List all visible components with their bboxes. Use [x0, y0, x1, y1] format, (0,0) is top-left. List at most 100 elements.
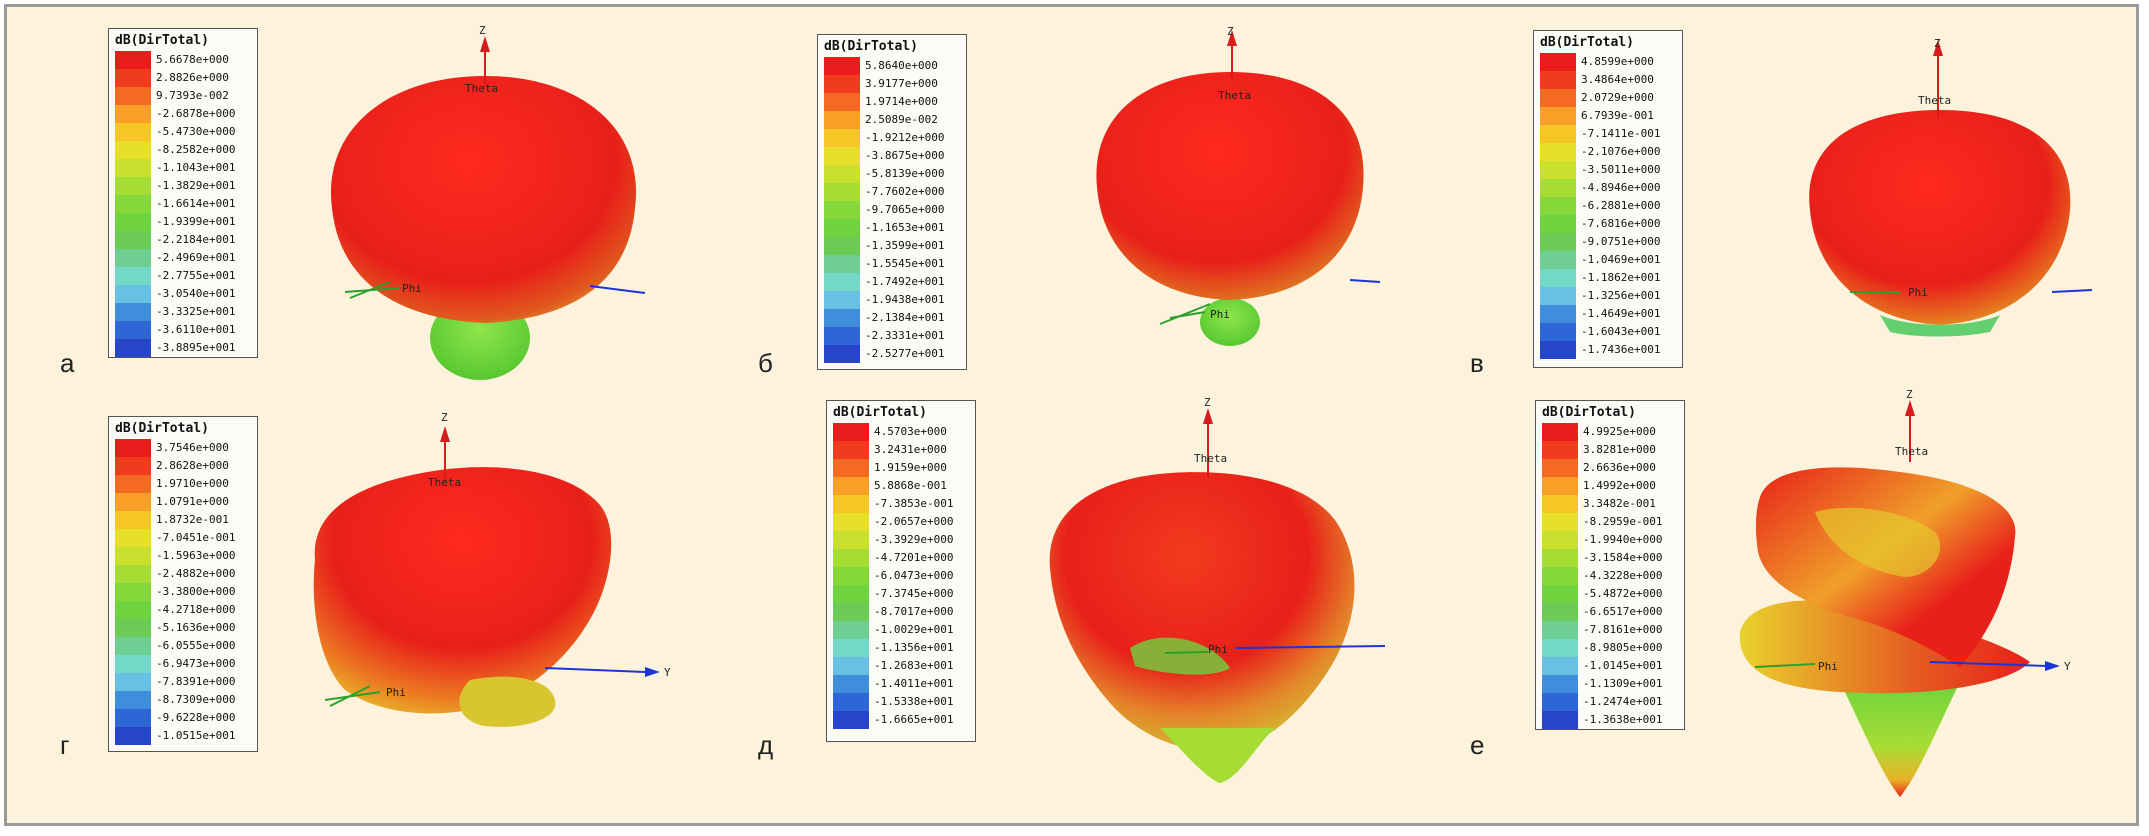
legend-tick-label: -1.9940e+000 — [1583, 533, 1663, 546]
legend-tick-label: -6.0473e+000 — [874, 569, 954, 582]
legend-swatch — [824, 57, 860, 75]
legend-swatch — [1542, 603, 1578, 621]
panel-label-c: в — [1470, 348, 1484, 378]
legend-tick-label: -1.6614e+001 — [156, 197, 236, 210]
legend-tick-label: -5.1636e+000 — [156, 621, 236, 634]
legend-tick-label: -1.7436e+001 — [1581, 343, 1661, 356]
theta-label: Theta — [428, 476, 461, 489]
phi-label: Phi — [402, 282, 422, 295]
legend-swatch — [1540, 161, 1576, 179]
legend-tick-label: -3.6110e+001 — [156, 323, 236, 336]
legend-swatch — [1542, 567, 1578, 585]
legend-swatch — [824, 273, 860, 291]
legend-tick-label: 5.6678e+000 — [156, 53, 229, 66]
lower-ring — [1739, 600, 2030, 694]
legend-tick-label: -1.4011e+001 — [874, 677, 954, 690]
legend-tick-label: -2.4969e+001 — [156, 251, 236, 264]
legend-swatch — [115, 249, 151, 267]
legend-tick-label: 3.4864e+000 — [1581, 73, 1654, 86]
legend-tick-label: 1.9710e+000 — [156, 477, 229, 490]
phi-label: Phi — [1210, 308, 1230, 321]
theta-label: Theta — [1895, 445, 1928, 458]
legend-tick-label: -2.4882e+000 — [156, 567, 236, 580]
legend-swatch — [115, 727, 151, 745]
legend-swatch — [824, 327, 860, 345]
panel-label-e: д — [758, 730, 774, 760]
legend-swatch — [1540, 125, 1576, 143]
legend-title: dB(DirTotal) — [115, 33, 209, 48]
legend-tick-label: -7.6816e+000 — [1581, 217, 1661, 230]
legend-title: dB(DirTotal) — [1542, 405, 1636, 420]
phi-label: Phi — [1208, 643, 1228, 656]
legend-swatch — [833, 477, 869, 495]
legend-tick-label: -1.9399e+001 — [156, 215, 236, 228]
legend-swatch — [115, 231, 151, 249]
legend-tick-label: -1.3638e+001 — [1583, 713, 1663, 726]
legend-swatch — [115, 673, 151, 691]
legend-tick-label: -6.2881e+000 — [1581, 199, 1661, 212]
legend-swatch — [1540, 53, 1576, 71]
legend-swatch — [115, 123, 151, 141]
legend-swatch — [1540, 179, 1576, 197]
theta-label: Theta — [1918, 94, 1951, 107]
legend-tick-label: -7.8391e+000 — [156, 675, 236, 688]
legend-tick-label: -1.1043e+001 — [156, 161, 236, 174]
panel-label-b: б — [758, 348, 773, 378]
legend-swatch — [833, 513, 869, 531]
legend-swatch — [115, 195, 151, 213]
legend-tick-label: 3.8281e+000 — [1583, 443, 1656, 456]
legend-swatch — [115, 303, 151, 321]
legend-swatch — [115, 583, 151, 601]
axis-z-label: Z — [1906, 388, 1913, 401]
legend-tick-label: -1.9212e+000 — [865, 131, 945, 144]
legend-title: dB(DirTotal) — [1540, 35, 1634, 50]
radiation-pattern-d: Z Theta Y Phi — [313, 411, 671, 727]
legend-swatch — [115, 457, 151, 475]
legend-swatch — [1540, 341, 1576, 359]
panel-label-d: г — [60, 730, 70, 760]
legend-swatch — [824, 129, 860, 147]
legend-tick-label: 2.0729e+000 — [1581, 91, 1654, 104]
legend-swatch — [824, 345, 860, 363]
legend-tick-label: 2.5089e-002 — [865, 113, 938, 126]
inner-band — [1815, 507, 1941, 577]
legend-swatch — [1542, 711, 1578, 729]
legend-tick-label: 2.8628e+000 — [156, 459, 229, 472]
legend-tick-label: -1.4649e+001 — [1581, 307, 1661, 320]
legend-swatch — [824, 237, 860, 255]
legend-tick-label: -2.1384e+001 — [865, 311, 945, 324]
legend-swatch — [833, 657, 869, 675]
legend-tick-label: 3.2431e+000 — [874, 443, 947, 456]
legend-tick-label: -1.5545e+001 — [865, 257, 945, 270]
legend-tick-label: -7.3853e-001 — [874, 497, 954, 510]
legend-tick-label: -1.2474e+001 — [1583, 695, 1663, 708]
legend-tick-label: -1.5338e+001 — [874, 695, 954, 708]
main-lobe — [331, 76, 637, 323]
legend-swatch — [115, 69, 151, 87]
legend-swatch — [115, 51, 151, 69]
legend-swatch — [1542, 621, 1578, 639]
legend-tick-label: -6.0555e+000 — [156, 639, 236, 652]
legend-swatch — [1542, 513, 1578, 531]
legend-b: dB(DirTotal) 5.8640e+000 3.9177e+000 1.971… — [817, 34, 967, 370]
legend-tick-label: -1.3256e+001 — [1581, 289, 1661, 302]
lower-lobe — [459, 676, 556, 727]
legend-swatch — [115, 655, 151, 673]
legend-tick-label: -9.7065e+000 — [865, 203, 945, 216]
axis-z-label: Z — [1934, 37, 1941, 50]
legend-swatch — [1540, 89, 1576, 107]
legend-swatch — [115, 177, 151, 195]
axis-z-label: Z — [1204, 396, 1211, 409]
legend-tick-label: 3.7546e+000 — [156, 441, 229, 454]
legend-tick-label: -3.8895e+001 — [156, 341, 236, 354]
back-lobe — [1880, 315, 2000, 337]
legend-swatch — [1542, 549, 1578, 567]
radiation-pattern-c: Z Theta Phi — [1809, 37, 2093, 337]
axis-z-label: Z — [1227, 25, 1234, 38]
legend-swatch — [1540, 197, 1576, 215]
legend-swatch — [824, 183, 860, 201]
phi-label: Phi — [386, 686, 406, 699]
legend-tick-label: -8.2582e+000 — [156, 143, 236, 156]
legend-tick-label: -1.1862e+001 — [1581, 271, 1661, 284]
legend-swatch — [833, 711, 869, 729]
